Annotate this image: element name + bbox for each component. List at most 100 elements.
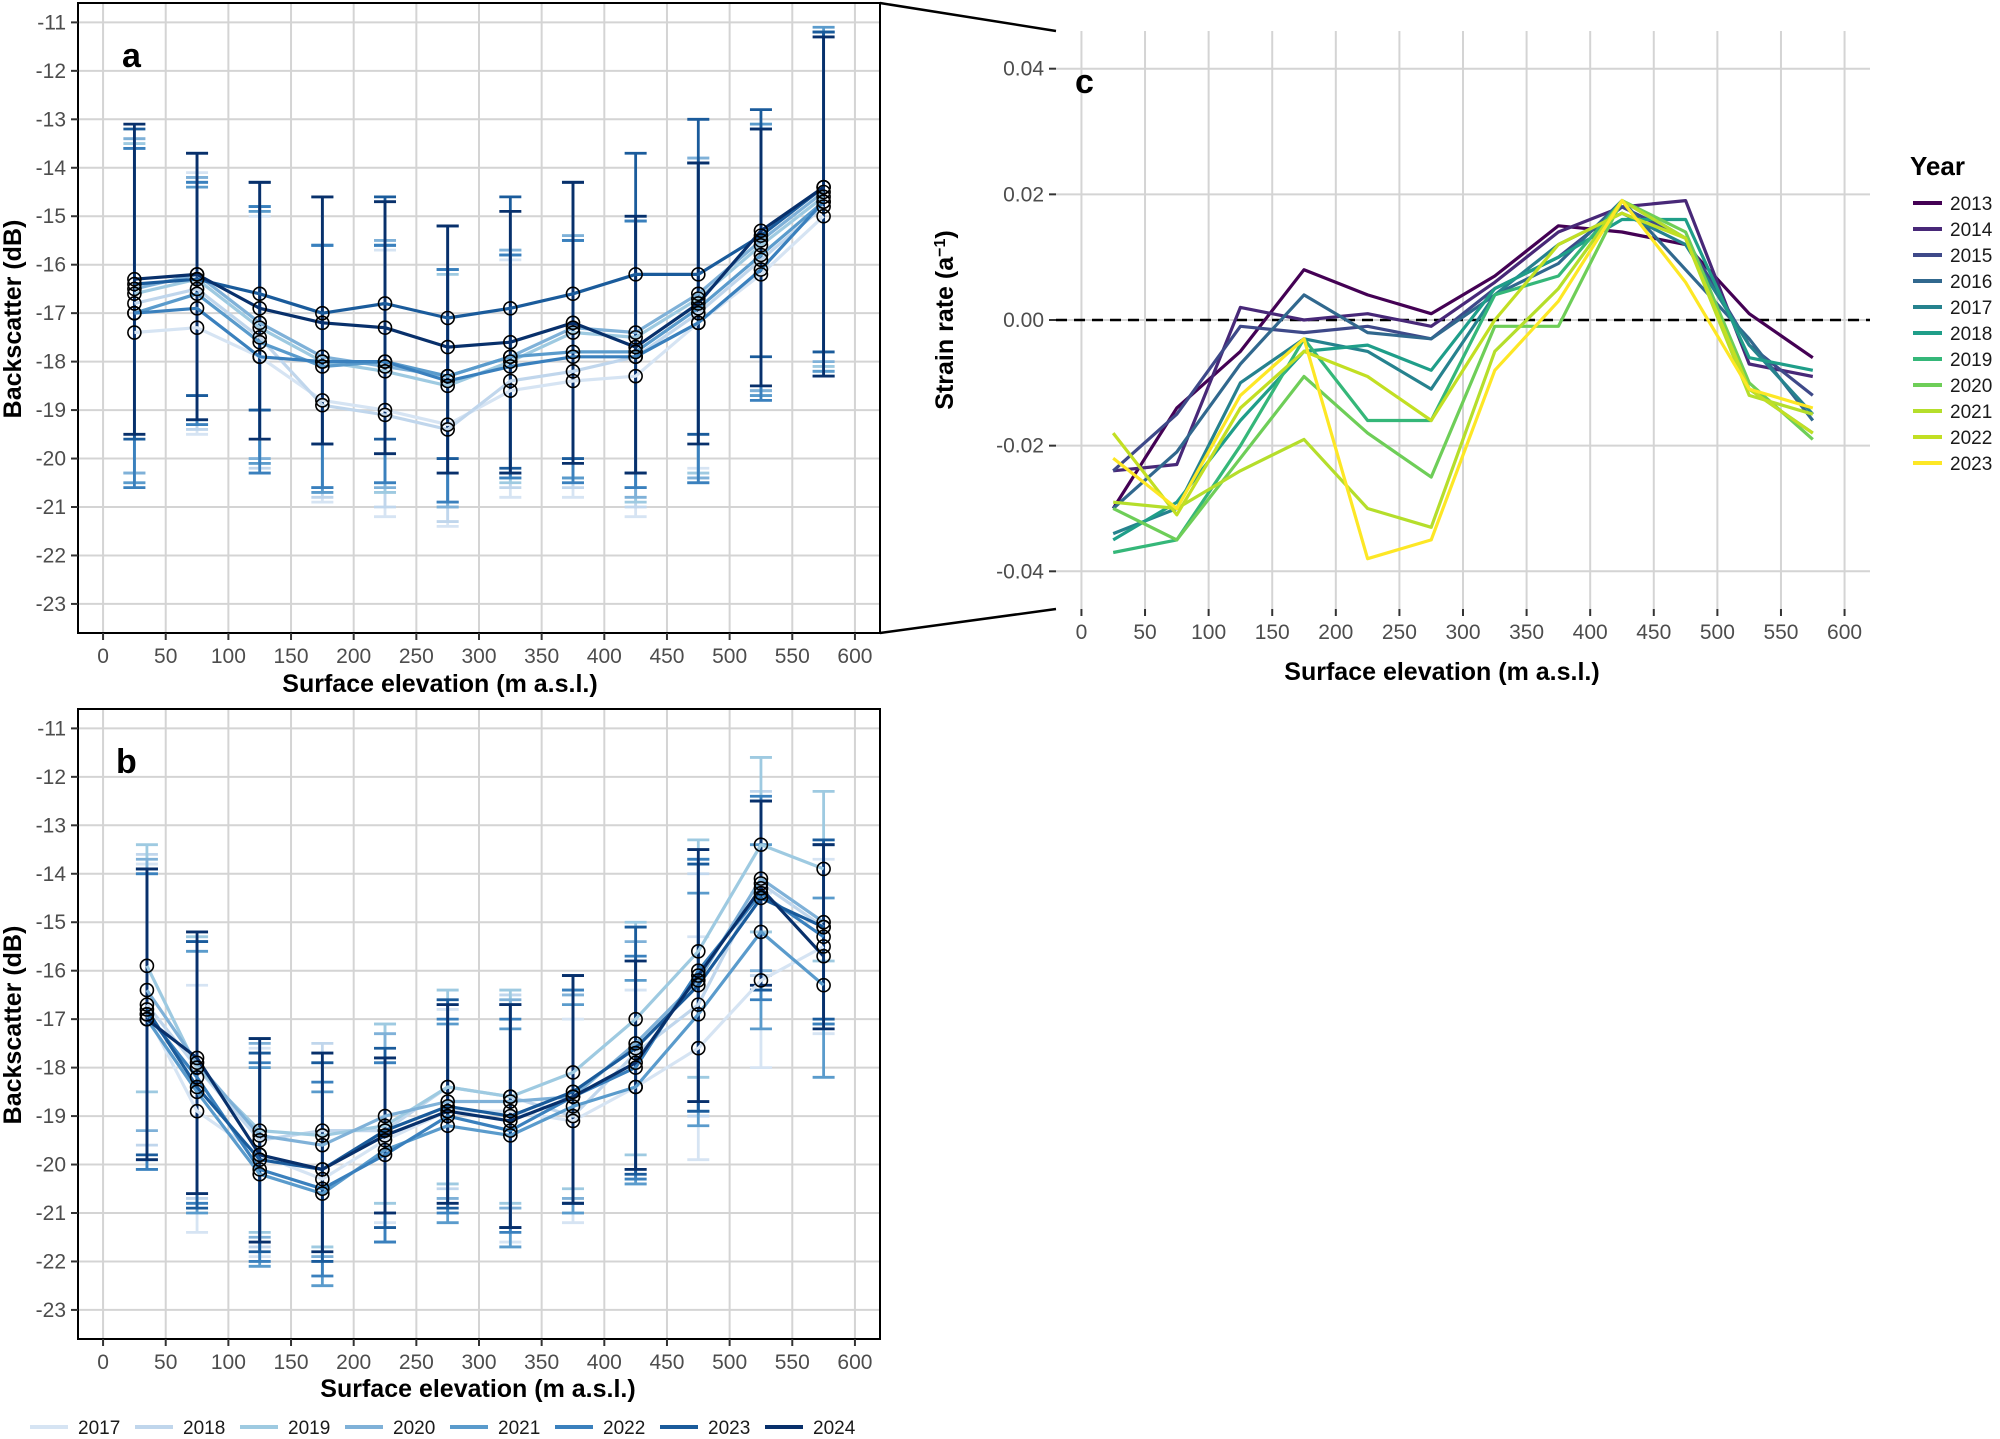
x-tick-label: 250 (399, 1351, 434, 1374)
x-tick-label: 450 (649, 645, 684, 668)
data-point (252, 1166, 268, 1182)
data-point (377, 1147, 393, 1163)
data-point (565, 1099, 581, 1114)
y-tick-label: -12 (36, 60, 66, 83)
data-point (503, 349, 518, 365)
data-point (315, 1171, 330, 1187)
y-tick-label: -14 (36, 863, 67, 886)
data-point (690, 267, 706, 282)
data-point (503, 1094, 518, 1109)
panel-b-label: b (116, 743, 137, 781)
data-point (252, 301, 268, 316)
data-point (252, 330, 268, 345)
x-tick-label: 400 (1573, 621, 1608, 644)
y-tick-label: -0.02 (996, 435, 1044, 458)
data-point (503, 359, 518, 374)
x-tick-label: 150 (274, 1351, 309, 1374)
data-point (816, 184, 831, 200)
data-point (440, 373, 455, 389)
x-tick-label: 550 (775, 645, 810, 668)
y-tick-label: -13 (36, 814, 66, 837)
legend-label-2021: 2021 (1950, 402, 1992, 423)
x-tick-label: 400 (587, 1351, 622, 1374)
data-point (139, 958, 155, 974)
data-point (690, 963, 706, 978)
data-point (628, 330, 643, 345)
data-point (753, 228, 769, 243)
data-point (252, 1147, 268, 1163)
data-point (252, 315, 268, 331)
data-point (816, 194, 831, 209)
x-tick-label: 0 (97, 645, 109, 668)
data-point (503, 334, 518, 350)
data-point (440, 1079, 455, 1095)
data-point (315, 1181, 330, 1197)
x-tick-label: 600 (1827, 621, 1862, 644)
panel-c-plot: 0 50 100 150 200 250 300 350 400 450 500 550 600 -0.0… (931, 31, 1870, 686)
data-point (315, 1137, 330, 1153)
data-point (628, 1036, 643, 1051)
x-tick-label: 200 (1318, 621, 1353, 644)
x-tick-label: 550 (775, 1351, 810, 1374)
data-point (440, 368, 455, 384)
data-point (816, 929, 831, 945)
panel-a-label: a (122, 37, 142, 75)
data-point (565, 1084, 581, 1100)
data-point (127, 296, 142, 311)
x-tick-label: 350 (524, 1351, 559, 1374)
series-line-2022 (1111, 211, 1814, 517)
data-point (753, 262, 769, 277)
data-point (628, 325, 643, 340)
y-tick-label: -20 (36, 1154, 66, 1177)
data-point (252, 1162, 268, 1177)
legend-label-2017: 2017 (1950, 298, 1992, 319)
data-point (816, 208, 831, 224)
data-point (628, 1079, 643, 1095)
data-point (503, 1089, 518, 1104)
x-tick-label: 350 (1509, 621, 1544, 644)
panel-c-y-axis-title: Strain rate (a−1) (931, 230, 959, 409)
x-tick-label: 300 (461, 645, 496, 668)
data-point (565, 286, 581, 302)
data-point (628, 339, 643, 355)
data-point (503, 1123, 518, 1138)
data-point (189, 1103, 205, 1119)
legend-label-2018: 2018 (183, 1418, 225, 1439)
legend-label-2019: 2019 (288, 1418, 330, 1439)
data-point (690, 968, 706, 983)
data-point (690, 944, 706, 959)
panel-b-plot: 0 50 100 150 200 250 300 350 400 450 500 550 600 -23 -… (0, 708, 881, 1403)
y-tick-label: -21 (36, 1202, 66, 1225)
data-point (252, 1152, 268, 1167)
data-point (753, 885, 769, 901)
panel-a-y-axis-title: Backscatter (dB) (0, 220, 27, 419)
data-point (377, 402, 393, 418)
legend-label-2015: 2015 (1950, 246, 1992, 267)
y-tick-label: -21 (36, 496, 66, 519)
legend-label-2016: 2016 (1950, 272, 1992, 293)
data-point (440, 310, 455, 326)
x-tick-label: 250 (399, 645, 434, 668)
data-point (377, 1133, 393, 1148)
y-tick-label: -11 (37, 11, 66, 34)
data-point (753, 876, 769, 891)
data-point (816, 939, 831, 954)
x-tick-label: 50 (154, 645, 177, 668)
data-point (440, 1094, 455, 1109)
series-line-2022 (134, 200, 825, 383)
data-point (189, 1070, 205, 1085)
data-point (503, 301, 518, 316)
data-point (690, 296, 706, 311)
y-tick-label: -18 (36, 1057, 66, 1080)
x-tick-label: 250 (1382, 621, 1417, 644)
data-point (628, 1040, 643, 1056)
data-point (139, 982, 155, 998)
data-point (690, 286, 706, 302)
x-tick-label: 550 (1763, 621, 1798, 644)
data-point (690, 973, 706, 988)
x-tick-label: 350 (524, 645, 559, 668)
data-point (315, 349, 330, 365)
data-point (565, 320, 581, 335)
data-point (189, 286, 205, 302)
data-point (252, 286, 268, 302)
